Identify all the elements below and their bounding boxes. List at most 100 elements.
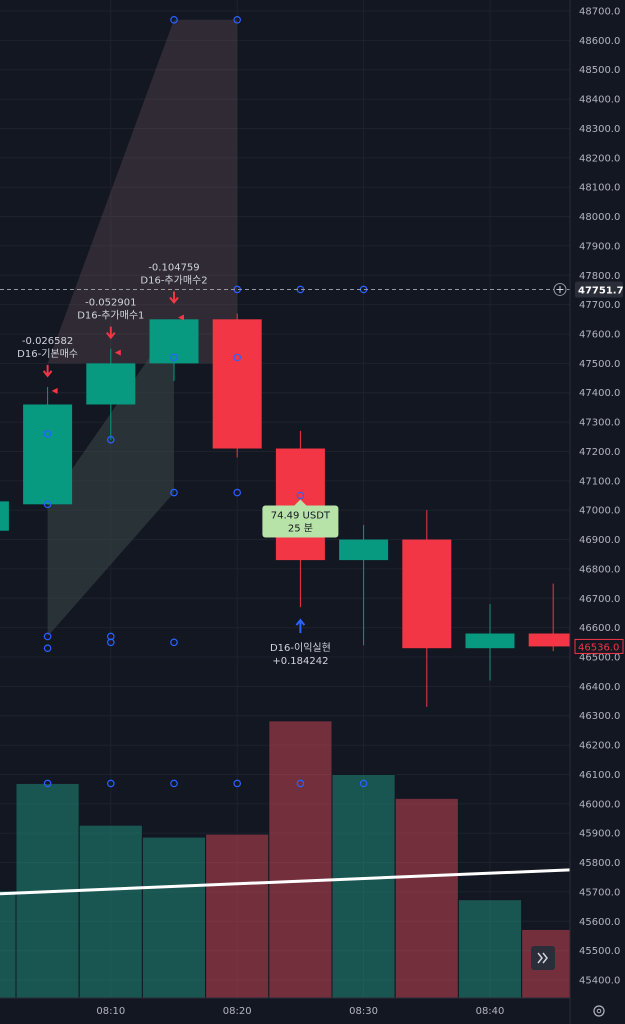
- anchor-dot: [170, 488, 178, 497]
- entry-marker-icon: [51, 387, 58, 394]
- price-tick-label: 47300.0: [579, 418, 620, 429]
- anchor-dot: [43, 500, 52, 509]
- time-tick-label: 08:40: [476, 1006, 505, 1017]
- anchor-dot: [233, 16, 242, 24]
- price-axis[interactable]: 48700.0 48600.0 48500.0 48400.0 48300.0 48200…: [553, 0, 625, 1024]
- price-tick-label: 45900.0: [579, 829, 620, 840]
- volume-dot: [107, 779, 115, 788]
- price-line-label-bg: [575, 281, 623, 298]
- price-tick-label: 45800.0: [579, 858, 620, 869]
- annotation-value: -0.026582: [22, 336, 73, 347]
- price-tick-label: 46000.0: [579, 799, 620, 810]
- price-tick-label: 47000.0: [579, 506, 620, 517]
- candle-body: [149, 319, 199, 364]
- candle-body: [339, 539, 389, 561]
- price-tick-label: 46800.0: [579, 564, 620, 575]
- price-tick-label: 48500.0: [579, 65, 620, 76]
- time-axis-bg: [0, 998, 625, 1024]
- price-tick-label: 48700.0: [579, 7, 620, 18]
- price-tick-label: 46200.0: [579, 741, 620, 752]
- buy-arrow-icon: [42, 364, 53, 378]
- volume-ma-line: [0, 868, 571, 896]
- anchor-dot: [43, 632, 52, 641]
- volume-dot: [296, 779, 305, 788]
- candle-body: [86, 363, 136, 405]
- annotation-label: D16-추가매수2: [140, 274, 207, 286]
- sell-arrow-icon: [295, 618, 306, 634]
- buy-arrow-icon: [169, 291, 179, 305]
- exit-label: D16-이익실현: [270, 642, 331, 654]
- volume-bar: [141, 836, 207, 999]
- price-tick-label: 47600.0: [579, 330, 620, 341]
- price-tick-label: 47700.0: [579, 300, 620, 311]
- candle-body: [402, 539, 452, 649]
- time-tick-label: 08:20: [223, 1006, 252, 1017]
- last-price-label-bg: [574, 638, 624, 654]
- plus-icon: [556, 285, 564, 293]
- candles-layer: [0, 313, 578, 707]
- candle-body: [465, 633, 515, 649]
- candle-body: [23, 404, 73, 505]
- volume-bar: [394, 797, 459, 999]
- position-zones: [47, 19, 238, 637]
- volume-bar: [457, 899, 523, 999]
- tooltip-arrow: [294, 499, 307, 506]
- anchor-dot: [233, 353, 242, 362]
- volume-dot: [359, 779, 368, 788]
- tooltip-duration: 25 분: [288, 523, 313, 535]
- tooltip-box: [262, 505, 339, 538]
- price-tick-label: 47500.0: [579, 359, 620, 370]
- volume-dot: [233, 779, 242, 788]
- anchor-dot: [170, 353, 178, 362]
- candle-body: [0, 501, 9, 531]
- price-tick-label: 48300.0: [579, 124, 620, 135]
- time-tick-label: 08:10: [96, 1006, 125, 1017]
- candle-body: [528, 633, 578, 647]
- price-tick-label: 45500.0: [579, 946, 620, 957]
- anchor-dot: [170, 638, 178, 647]
- price-tick-label: 46300.0: [579, 711, 620, 722]
- volume-bar: [268, 720, 333, 999]
- volume-layer: [0, 720, 586, 999]
- exit-value: +0.184242: [272, 656, 328, 667]
- volume-dot: [43, 779, 52, 788]
- price-axis-bg: [570, 0, 625, 1024]
- volume-bar: [205, 833, 270, 999]
- price-tick-label: 46600.0: [579, 623, 620, 634]
- price-tick-label: 45600.0: [579, 917, 620, 928]
- price-tick-label: 46700.0: [579, 594, 620, 605]
- price-tick-label: 45400.0: [579, 976, 620, 987]
- price-line-label: 47751.7: [578, 285, 624, 296]
- price-tick-label: 48100.0: [579, 183, 620, 194]
- annotation-value: -0.104759: [148, 262, 199, 273]
- candle-body: [212, 319, 262, 449]
- price-tick-label: 47800.0: [579, 271, 620, 282]
- volume-dot: [170, 779, 178, 788]
- annotation-value: -0.052901: [85, 298, 136, 309]
- scroll-to-realtime-button[interactable]: [531, 946, 555, 970]
- price-tick-label: 48200.0: [579, 153, 620, 164]
- anchor-dot: [43, 430, 52, 438]
- volume-bar: [78, 824, 143, 999]
- price-tick-label: 47400.0: [579, 388, 620, 399]
- anchor-dot: [233, 488, 242, 497]
- last-price-label: 46536.0: [578, 642, 619, 653]
- anchor-dot: [296, 491, 305, 500]
- price-tick-label: 48000.0: [579, 212, 620, 223]
- tooltip-amount: 74.49 USDT: [271, 511, 331, 522]
- price-tick-label: 46500.0: [579, 653, 620, 664]
- entry-marker-icon: [178, 314, 184, 321]
- price-tick-label: 46100.0: [579, 770, 620, 781]
- profit-zone: [47, 19, 238, 364]
- volume-bar: [331, 774, 396, 999]
- anchor-dot: [107, 638, 115, 647]
- time-tick-label: 08:30: [349, 1006, 378, 1017]
- gear-icon[interactable]: [593, 1005, 605, 1017]
- volume-bar: [0, 890, 17, 999]
- risk-zone: [47, 322, 238, 637]
- price-tick-label: 47200.0: [579, 447, 620, 458]
- annotation-label: D16-추가매수1: [77, 310, 144, 322]
